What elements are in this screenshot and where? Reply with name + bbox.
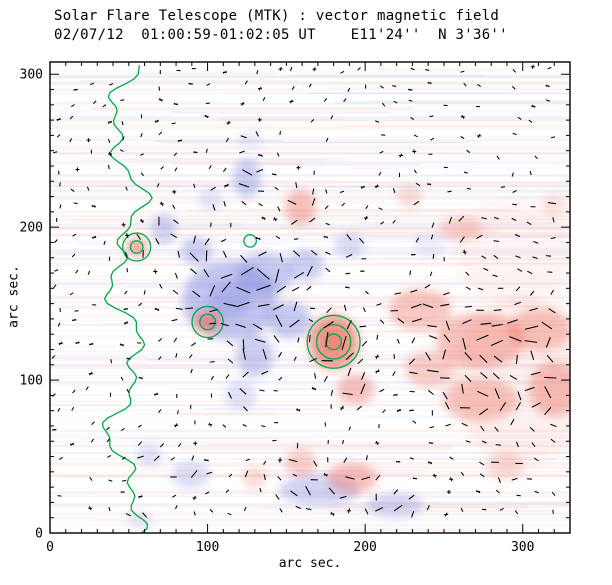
- y-tick-label: 0: [35, 527, 43, 542]
- flux-contour-ring: [199, 313, 216, 331]
- axis-frame: [49, 61, 571, 534]
- flux-contour-ring: [315, 324, 352, 360]
- figure-subtitle: 02/07/12 01:00:59-01:02:05 UT E11'24'' N…: [54, 27, 508, 43]
- flux-contour-ring: [191, 305, 224, 339]
- x-tick-label: 0: [46, 540, 54, 555]
- flux-contour-ring: [325, 333, 343, 351]
- x-tick-label: 300: [511, 540, 534, 555]
- y-tick-label: 300: [20, 68, 43, 83]
- y-tick-label: 200: [20, 221, 43, 236]
- neutral-line-contour: [101, 65, 153, 533]
- figure-title: Solar Flare Telescope (MTK) : vector mag…: [54, 8, 500, 24]
- flux-contour-ring: [243, 234, 257, 248]
- x-tick-label: 200: [353, 540, 376, 555]
- x-tick-label: 100: [196, 540, 219, 555]
- y-tick-label: 100: [20, 374, 43, 389]
- tick-labels: 0 100 200 300 0 100 200 300: [20, 68, 535, 555]
- flux-contour-ring: [306, 314, 361, 369]
- flux-contour-ring: [122, 232, 152, 262]
- x-axis-label: arc sec.: [278, 556, 342, 571]
- vector-field: [51, 64, 557, 518]
- flux-contour-ring: [129, 240, 144, 254]
- y-axis-label: arc sec.: [6, 265, 22, 328]
- contour-lines: [101, 65, 361, 533]
